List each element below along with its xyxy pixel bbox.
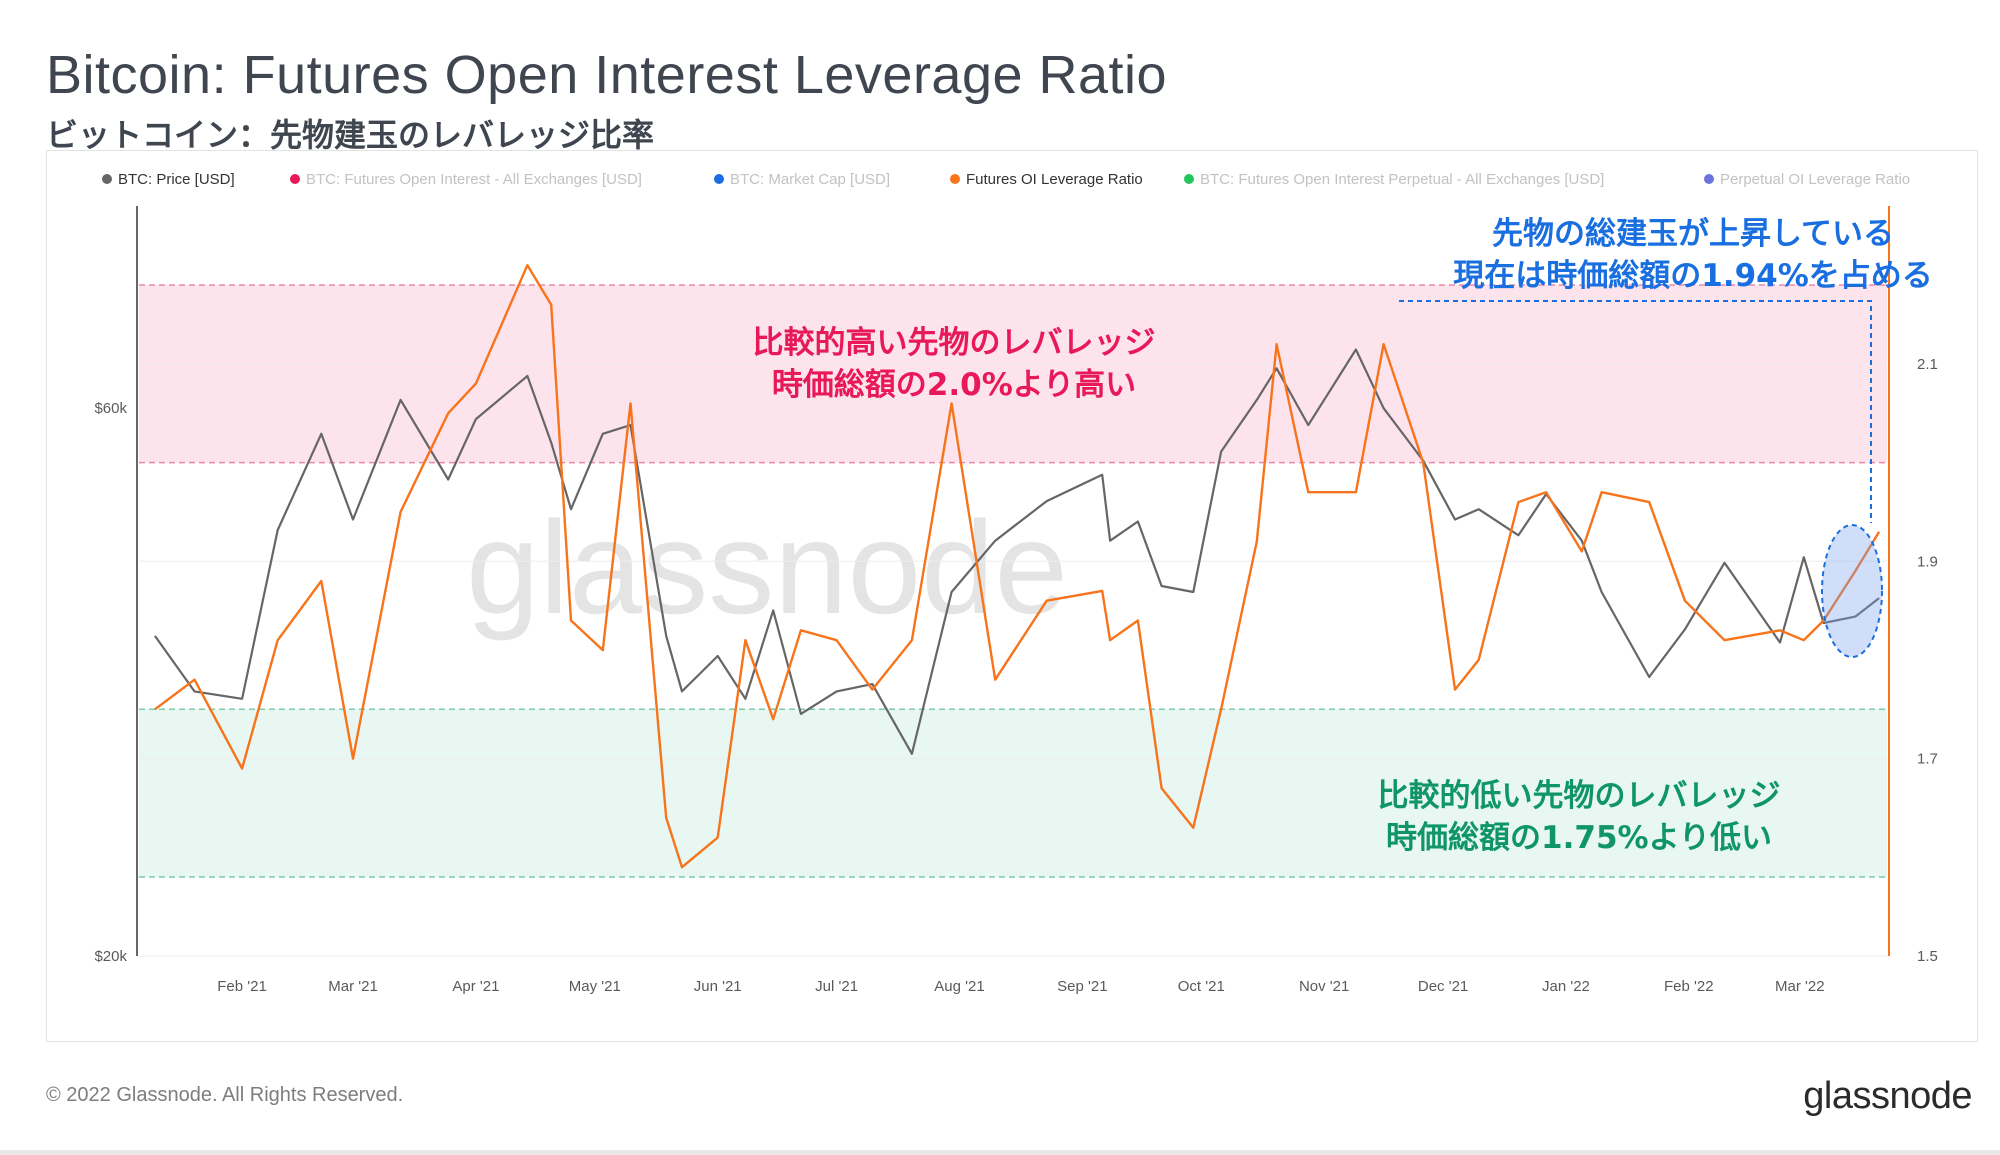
right-y-tick-label: 2.1: [1917, 356, 1938, 373]
x-tick-label: Jan '22: [1542, 978, 1590, 995]
callout-label-line2: 現在は時価総額の1.94%を占める: [1453, 258, 1933, 294]
low-zone-label-line2: 時価総額の1.75%より低い: [1386, 820, 1772, 856]
high-zone-label-line2: 時価総額の2.0%より高い: [772, 367, 1136, 403]
legend-swatch: [1704, 174, 1714, 184]
high-zone-band: [139, 284, 1887, 463]
bottom-divider: [0, 1150, 2000, 1155]
legend-item[interactable]: Perpetual OI Leverage Ratio: [1720, 171, 1910, 188]
left-y-tick-label: $60k: [94, 400, 127, 417]
legend-item[interactable]: BTC: Price [USD]: [118, 171, 235, 188]
x-tick-label: Apr '21: [452, 978, 499, 995]
x-tick-label: Feb '21: [217, 978, 267, 995]
low-zone-band: [139, 709, 1887, 878]
x-tick-label: Aug '21: [934, 978, 984, 995]
callout-label-line1: 先物の総建玉が上昇している: [1492, 216, 1894, 252]
series: [154, 264, 1881, 869]
x-tick-label: Mar '21: [328, 978, 378, 995]
legend-swatch: [290, 174, 300, 184]
callout-highlight-ellipse: [1821, 524, 1883, 658]
x-tick-label: Jul '21: [815, 978, 858, 995]
x-tick-label: Mar '22: [1775, 978, 1825, 995]
x-tick-label: Feb '22: [1664, 978, 1714, 995]
high-zone-label-line1: 比較的高い先物のレバレッジ: [753, 325, 1156, 361]
legend-swatch: [950, 174, 960, 184]
legend-item[interactable]: Futures OI Leverage Ratio: [966, 171, 1143, 188]
legend-item[interactable]: BTC: Futures Open Interest - All Exchang…: [306, 171, 642, 188]
legend: BTC: Price [USD] BTC: Futures Open Intere…: [102, 171, 1910, 188]
annotations: 比較的高い先物のレバレッジ 時価総額の2.0%より高い 比較的低い先物のレバレッ…: [753, 216, 1933, 856]
legend-item[interactable]: BTC: Market Cap [USD]: [730, 171, 890, 188]
x-tick-label: Sep '21: [1057, 978, 1107, 995]
watermark: glassnode: [466, 494, 1068, 641]
leverage-ratio-line: [154, 264, 1881, 869]
x-tick-label: Oct '21: [1178, 978, 1225, 995]
x-tick-label: May '21: [569, 978, 621, 995]
zone-bands: [139, 284, 1887, 878]
legend-swatch: [1184, 174, 1194, 184]
chart-panel: glassnode BTC: Price [USD] BTC: Futures O…: [46, 150, 1978, 1042]
low-zone-label-line1: 比較的低い先物のレバレッジ: [1378, 778, 1781, 814]
right-y-tick-label: 1.9: [1917, 553, 1938, 570]
legend-item[interactable]: BTC: Futures Open Interest Perpetual - A…: [1200, 171, 1604, 188]
axis-ticks: Feb '21 Mar '21 Apr '21 May '21 Jun '21 Jul '…: [94, 356, 1937, 995]
x-tick-label: Jun '21: [694, 978, 742, 995]
page-title: Bitcoin: Futures Open Interest Leverage …: [46, 45, 1168, 105]
footer-logo: glassnode: [1803, 1075, 1972, 1117]
right-y-tick-label: 1.7: [1917, 751, 1938, 768]
legend-swatch: [102, 174, 112, 184]
x-tick-label: Dec '21: [1418, 978, 1468, 995]
footer-copyright: © 2022 Glassnode. All Rights Reserved.: [46, 1084, 404, 1106]
legend-swatch: [714, 174, 724, 184]
btc-price-line: [154, 348, 1880, 755]
callout-pointer: [1399, 300, 1872, 523]
page-subtitle: ビットコイン：先物建玉のレバレッジ比率: [46, 116, 655, 154]
chart-svg: glassnode BTC: Price [USD] BTC: Futures O…: [94, 171, 1937, 995]
left-y-tick-label: $20k: [94, 948, 127, 965]
right-y-tick-label: 1.5: [1917, 948, 1938, 965]
x-tick-label: Nov '21: [1299, 978, 1349, 995]
